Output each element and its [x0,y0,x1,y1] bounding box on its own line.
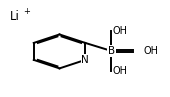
Text: OH: OH [113,66,128,76]
Text: B: B [108,46,115,56]
Text: OH: OH [144,46,159,56]
Text: +: + [23,7,30,16]
Text: N: N [81,55,89,65]
Text: Li: Li [10,10,20,23]
Text: OH: OH [113,26,128,36]
